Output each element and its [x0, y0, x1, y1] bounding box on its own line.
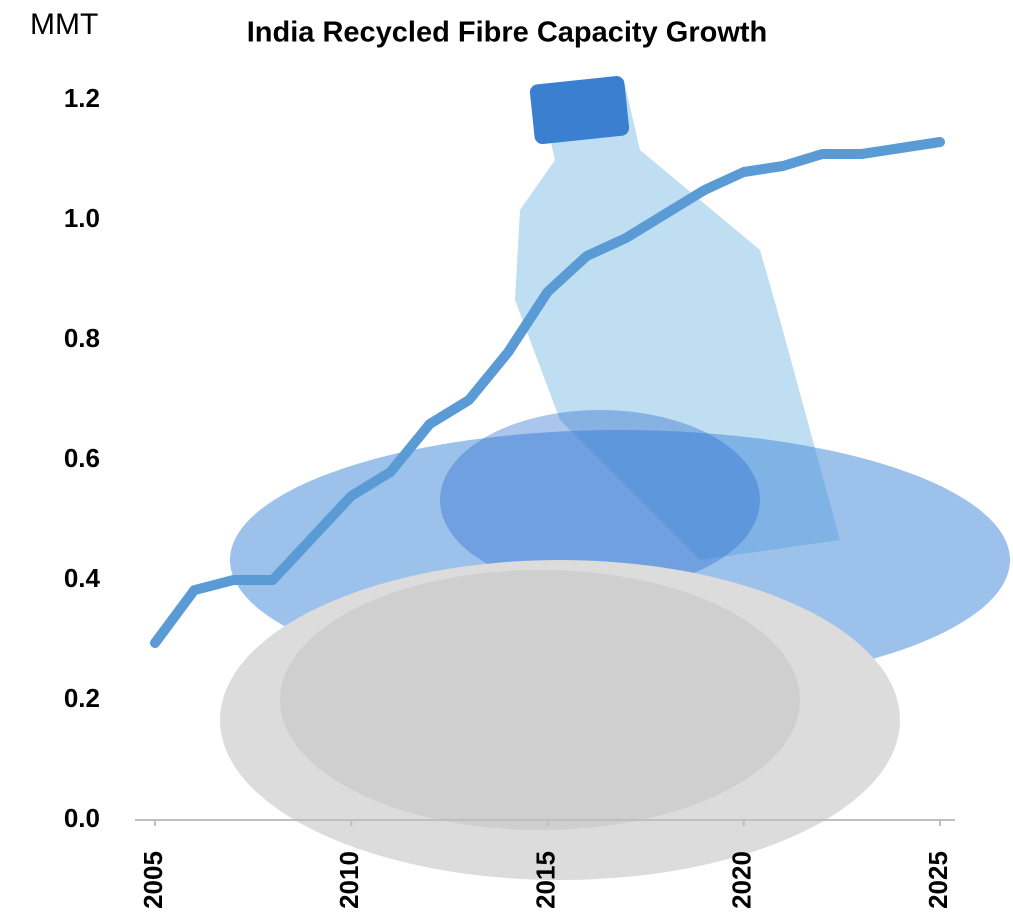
chart-title: India Recycled Fibre Capacity Growth [247, 17, 768, 49]
y-tick-label: 0.0 [64, 803, 100, 833]
flakes-dark [440, 410, 760, 590]
x-tick-label: 2020 [727, 851, 757, 909]
y-tick-label: 1.2 [64, 83, 100, 113]
x-tick-label: 2015 [530, 851, 560, 909]
data-line [150, 137, 945, 648]
background-illustration [220, 76, 1010, 880]
y-tick-label: 1.0 [64, 203, 100, 233]
y-tick-label: 0.4 [64, 563, 101, 593]
y-tick-label: 0.2 [64, 683, 100, 713]
pellets-shade [280, 570, 800, 830]
x-tick-label: 2025 [923, 851, 953, 909]
x-tick-label: 2010 [334, 851, 364, 909]
bottle-cap [529, 76, 630, 145]
y-tick-label: 0.8 [64, 323, 100, 353]
x-tick-label: 2005 [138, 851, 168, 909]
y-axis-label: MMT [30, 8, 98, 41]
y-tick-label: 0.6 [64, 443, 100, 473]
